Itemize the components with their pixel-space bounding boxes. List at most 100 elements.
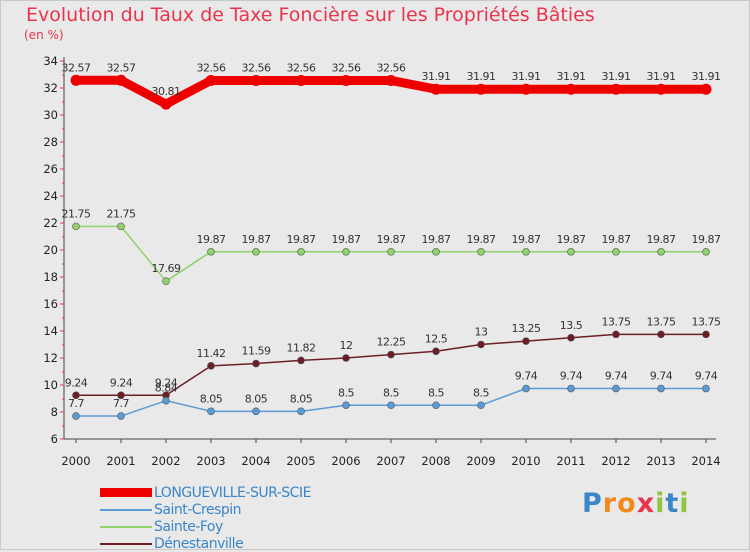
legend-swatch: [100, 488, 152, 497]
data-point: [700, 83, 712, 95]
data-point: [522, 247, 530, 256]
data-point: [297, 407, 305, 416]
y-tick-label: 10: [43, 378, 58, 392]
data-point: [655, 83, 667, 95]
x-tick-label: 2013: [646, 454, 675, 468]
data-point: [657, 247, 665, 256]
x-tick-label: 2014: [691, 454, 720, 468]
logo-letter: i: [679, 488, 690, 519]
data-point: [70, 74, 82, 86]
data-point: [702, 330, 710, 339]
x-tick-label: 2001: [106, 454, 135, 468]
data-label: 13.5: [560, 319, 583, 332]
data-label: 19.87: [647, 233, 676, 246]
x-tick-label: 2007: [376, 454, 405, 468]
data-label: 31.91: [647, 70, 676, 83]
data-point: [477, 247, 485, 256]
y-tick-label: 14: [43, 324, 58, 338]
data-label: 12.25: [377, 336, 406, 349]
data-point: [162, 396, 170, 405]
data-label: 21.75: [62, 207, 91, 220]
data-label: 31.91: [557, 70, 586, 83]
data-label: 32.56: [377, 61, 406, 74]
data-point: [297, 247, 305, 256]
data-label: 11.82: [287, 341, 316, 354]
data-label: 9.74: [515, 370, 538, 383]
data-point: [72, 222, 80, 231]
data-label: 19.87: [602, 233, 631, 246]
legend-label: Saint-Crespin: [154, 501, 242, 518]
data-label: 8.5: [338, 386, 354, 399]
data-label: 7.7: [68, 397, 84, 410]
data-point: [387, 401, 395, 410]
logo-letter: o: [617, 488, 637, 519]
data-label: 19.87: [422, 233, 451, 246]
chart-title: Evolution du Taux de Taxe Foncière sur l…: [26, 4, 595, 26]
data-label: 8.5: [473, 386, 489, 399]
legend-item: Sainte-Foy: [100, 518, 311, 535]
data-label: 19.87: [377, 233, 406, 246]
legend-item: Dénestanville: [100, 535, 311, 552]
legend-item: LONGUEVILLE-SUR-SCIE: [100, 484, 311, 501]
x-tick-label: 2005: [286, 454, 315, 468]
data-point: [430, 83, 442, 95]
legend-swatch: [100, 525, 152, 528]
data-label: 31.91: [422, 70, 451, 83]
data-point: [295, 74, 307, 86]
data-label: 9.74: [605, 370, 628, 383]
logo-letter: x: [636, 488, 656, 519]
data-point: [207, 247, 215, 256]
data-label: 19.87: [512, 233, 541, 246]
data-point: [252, 359, 260, 368]
logo-letter: r: [602, 488, 618, 519]
data-point: [612, 247, 620, 256]
legend: LONGUEVILLE-SUR-SCIE Saint-Crespin Sainte-…: [100, 484, 311, 552]
legend-item: Saint-Crespin: [100, 501, 311, 518]
data-point: [72, 412, 80, 420]
data-label: 31.91: [692, 70, 721, 83]
legend-swatch: [100, 508, 152, 511]
data-label: 8.05: [245, 392, 268, 405]
data-label: 9.24: [155, 376, 178, 389]
data-label: 13.25: [512, 322, 541, 335]
legend-label: LONGUEVILLE-SUR-SCIE: [154, 484, 311, 501]
data-point: [115, 74, 127, 86]
x-tick-label: 2012: [601, 454, 630, 468]
unit-label: (en %): [24, 28, 64, 42]
data-point: [207, 362, 215, 370]
data-label: 19.87: [557, 233, 586, 246]
logo-letter: i: [655, 488, 666, 519]
data-point: [522, 337, 530, 345]
data-point: [387, 350, 395, 359]
data-point: [567, 384, 575, 393]
data-label: 19.87: [692, 233, 721, 246]
y-tick-label: 30: [43, 108, 58, 122]
data-label: 12: [340, 339, 353, 352]
data-label: 8.05: [200, 392, 223, 405]
data-point: [522, 384, 530, 393]
y-tick-label: 12: [43, 351, 58, 365]
y-tick-label: 34: [43, 54, 58, 68]
data-point: [612, 330, 620, 339]
data-label: 7.7: [113, 397, 129, 410]
data-point: [117, 391, 125, 400]
data-label: 19.87: [287, 233, 316, 246]
x-tick-label: 2002: [151, 454, 180, 468]
legend-label: Sainte-Foy: [154, 518, 223, 535]
data-label: 30.81: [152, 85, 181, 98]
x-tick-label: 2000: [61, 454, 90, 468]
data-label: 8.5: [428, 386, 444, 399]
x-tick-label: 2006: [331, 454, 360, 468]
y-tick-label: 28: [43, 135, 58, 149]
data-label: 12.5: [425, 332, 448, 345]
data-point: [252, 247, 260, 256]
data-label: 13.75: [692, 315, 721, 328]
data-point: [565, 83, 577, 95]
data-point: [702, 247, 710, 256]
data-label: 32.56: [332, 61, 361, 74]
data-label: 8.5: [383, 386, 399, 399]
data-point: [612, 384, 620, 393]
data-label: 13.75: [602, 315, 631, 328]
data-label: 19.87: [242, 233, 271, 246]
data-point: [117, 222, 125, 231]
